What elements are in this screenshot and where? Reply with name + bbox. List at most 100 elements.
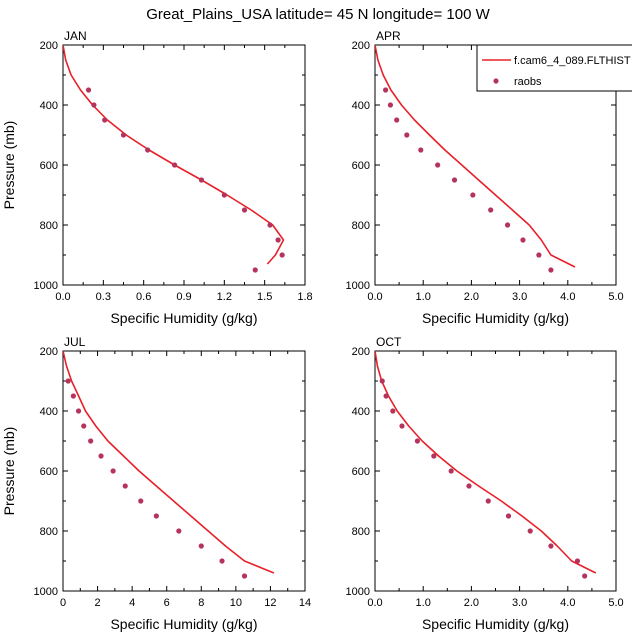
obs-point [485, 498, 491, 504]
obs-point [198, 543, 204, 549]
x-tick-label: 0.3 [96, 291, 111, 303]
obs-point [383, 87, 389, 93]
legend-entry-label: f.cam6_4_089.FLTHIST [514, 55, 631, 67]
obs-point [85, 87, 92, 93]
obs-point [394, 117, 400, 123]
x-tick-label: 0.0 [367, 597, 382, 609]
y-tick-label: 1000 [34, 586, 58, 598]
legend-marker-swatch [493, 78, 499, 84]
obs-point [88, 438, 94, 444]
obs-point [176, 528, 182, 534]
x-tick-label: 3.0 [512, 597, 527, 609]
obs-point [241, 573, 248, 579]
model-profile-line [375, 45, 576, 268]
obs-point [574, 558, 581, 564]
obs-point [198, 177, 205, 183]
x-tick-label: 4 [129, 597, 135, 609]
obs-point [527, 528, 533, 534]
obs-point [122, 483, 128, 489]
obs-point [390, 408, 396, 414]
y-tick-label: 800 [352, 220, 370, 232]
x-tick-label: 12 [264, 597, 276, 609]
x-tick-label: 2 [95, 597, 101, 609]
x-tick-label: 5.0 [608, 597, 623, 609]
obs-point [431, 453, 437, 459]
y-tick-label: 200 [352, 346, 370, 358]
obs-point [171, 162, 178, 168]
x-axis-label: Specific Humidity (g/kg) [422, 310, 569, 326]
obs-point [379, 378, 385, 384]
y-tick-label: 1000 [346, 280, 370, 292]
x-axis-label: Specific Humidity (g/kg) [422, 616, 569, 632]
y-tick-label: 600 [352, 160, 370, 172]
obs-point [536, 252, 542, 258]
x-tick-label: 4.0 [560, 291, 575, 303]
y-tick-label: 200 [40, 346, 58, 358]
obs-point [488, 207, 494, 213]
x-tick-label: 0.9 [176, 291, 191, 303]
obs-point [267, 222, 273, 228]
obs-point [221, 192, 227, 198]
x-tick-label: 8 [198, 597, 204, 609]
obs-point [520, 237, 526, 243]
x-tick-label: 14 [299, 597, 311, 609]
x-tick-label: 1.0 [416, 291, 431, 303]
obs-point [110, 468, 116, 474]
plot-frame [62, 350, 306, 592]
y-tick-label: 800 [352, 526, 370, 538]
obs-point [548, 267, 554, 273]
panel-jan: JAN 0.0 0.3 0.6 0.9 1.2 1.5 1.8 200 400 600 800 1000… [1, 29, 313, 326]
obs-point [275, 237, 281, 243]
y-tick-label: 400 [352, 100, 370, 112]
x-tick-label: 5.0 [608, 291, 623, 303]
series-group [63, 351, 275, 579]
y-tick-label: 400 [352, 406, 370, 418]
obs-point [399, 423, 405, 429]
x-tick-label: 1.8 [297, 291, 312, 303]
obs-point [448, 468, 454, 474]
x-tick-label: 10 [230, 597, 242, 609]
obs-point [279, 252, 285, 258]
obs-point [404, 132, 410, 138]
y-tick-label: 200 [352, 40, 370, 52]
panel-oct: OCT 0.0 1.0 2.0 3.0 4.0 5.0 200 400 600 800 1000 Spe… [346, 335, 624, 632]
x-tick-label: 1.5 [257, 291, 272, 303]
obs-point [470, 192, 476, 198]
y-axis-label: Pressure (mb) [1, 121, 17, 210]
obs-point [65, 378, 71, 384]
x-tick-label: 0.6 [136, 291, 151, 303]
plot-frame [374, 350, 617, 592]
panel-label: APR [376, 29, 401, 43]
y-tick-label: 400 [40, 100, 58, 112]
obs-point [387, 102, 394, 108]
y-axis-label: Pressure (mb) [1, 427, 17, 516]
y-tick-label: 400 [40, 406, 58, 418]
y-tick-label: 200 [40, 40, 58, 52]
series-group [63, 45, 285, 273]
panel-jul: JUL 0 2 4 6 8 10 12 14 200 400 600 800 1000 Specific H… [1, 335, 311, 632]
legend-frame [476, 44, 632, 92]
y-tick-label: 1000 [346, 586, 370, 598]
obs-point [582, 573, 588, 579]
panel-label: JUL [64, 335, 86, 349]
x-tick-label: 1.0 [416, 597, 431, 609]
x-tick-label: 2.0 [464, 597, 479, 609]
obs-point [383, 393, 389, 399]
obs-point [91, 102, 97, 108]
y-tick-label: 1000 [34, 280, 58, 292]
obs-point [120, 132, 127, 138]
obs-point [241, 207, 248, 213]
model-profile-line [375, 351, 597, 574]
x-tick-label: 1.2 [217, 291, 232, 303]
obs-point [504, 222, 511, 228]
obs-point [548, 543, 554, 549]
obs-point [153, 513, 159, 519]
x-tick-label: 6 [164, 597, 170, 609]
obs-point [414, 438, 421, 444]
x-tick-label: 2.0 [464, 291, 479, 303]
obs-point [102, 117, 108, 123]
obs-point [451, 177, 458, 183]
